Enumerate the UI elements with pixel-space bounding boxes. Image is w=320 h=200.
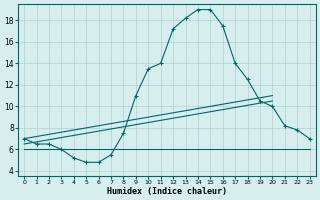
X-axis label: Humidex (Indice chaleur): Humidex (Indice chaleur) — [107, 187, 227, 196]
